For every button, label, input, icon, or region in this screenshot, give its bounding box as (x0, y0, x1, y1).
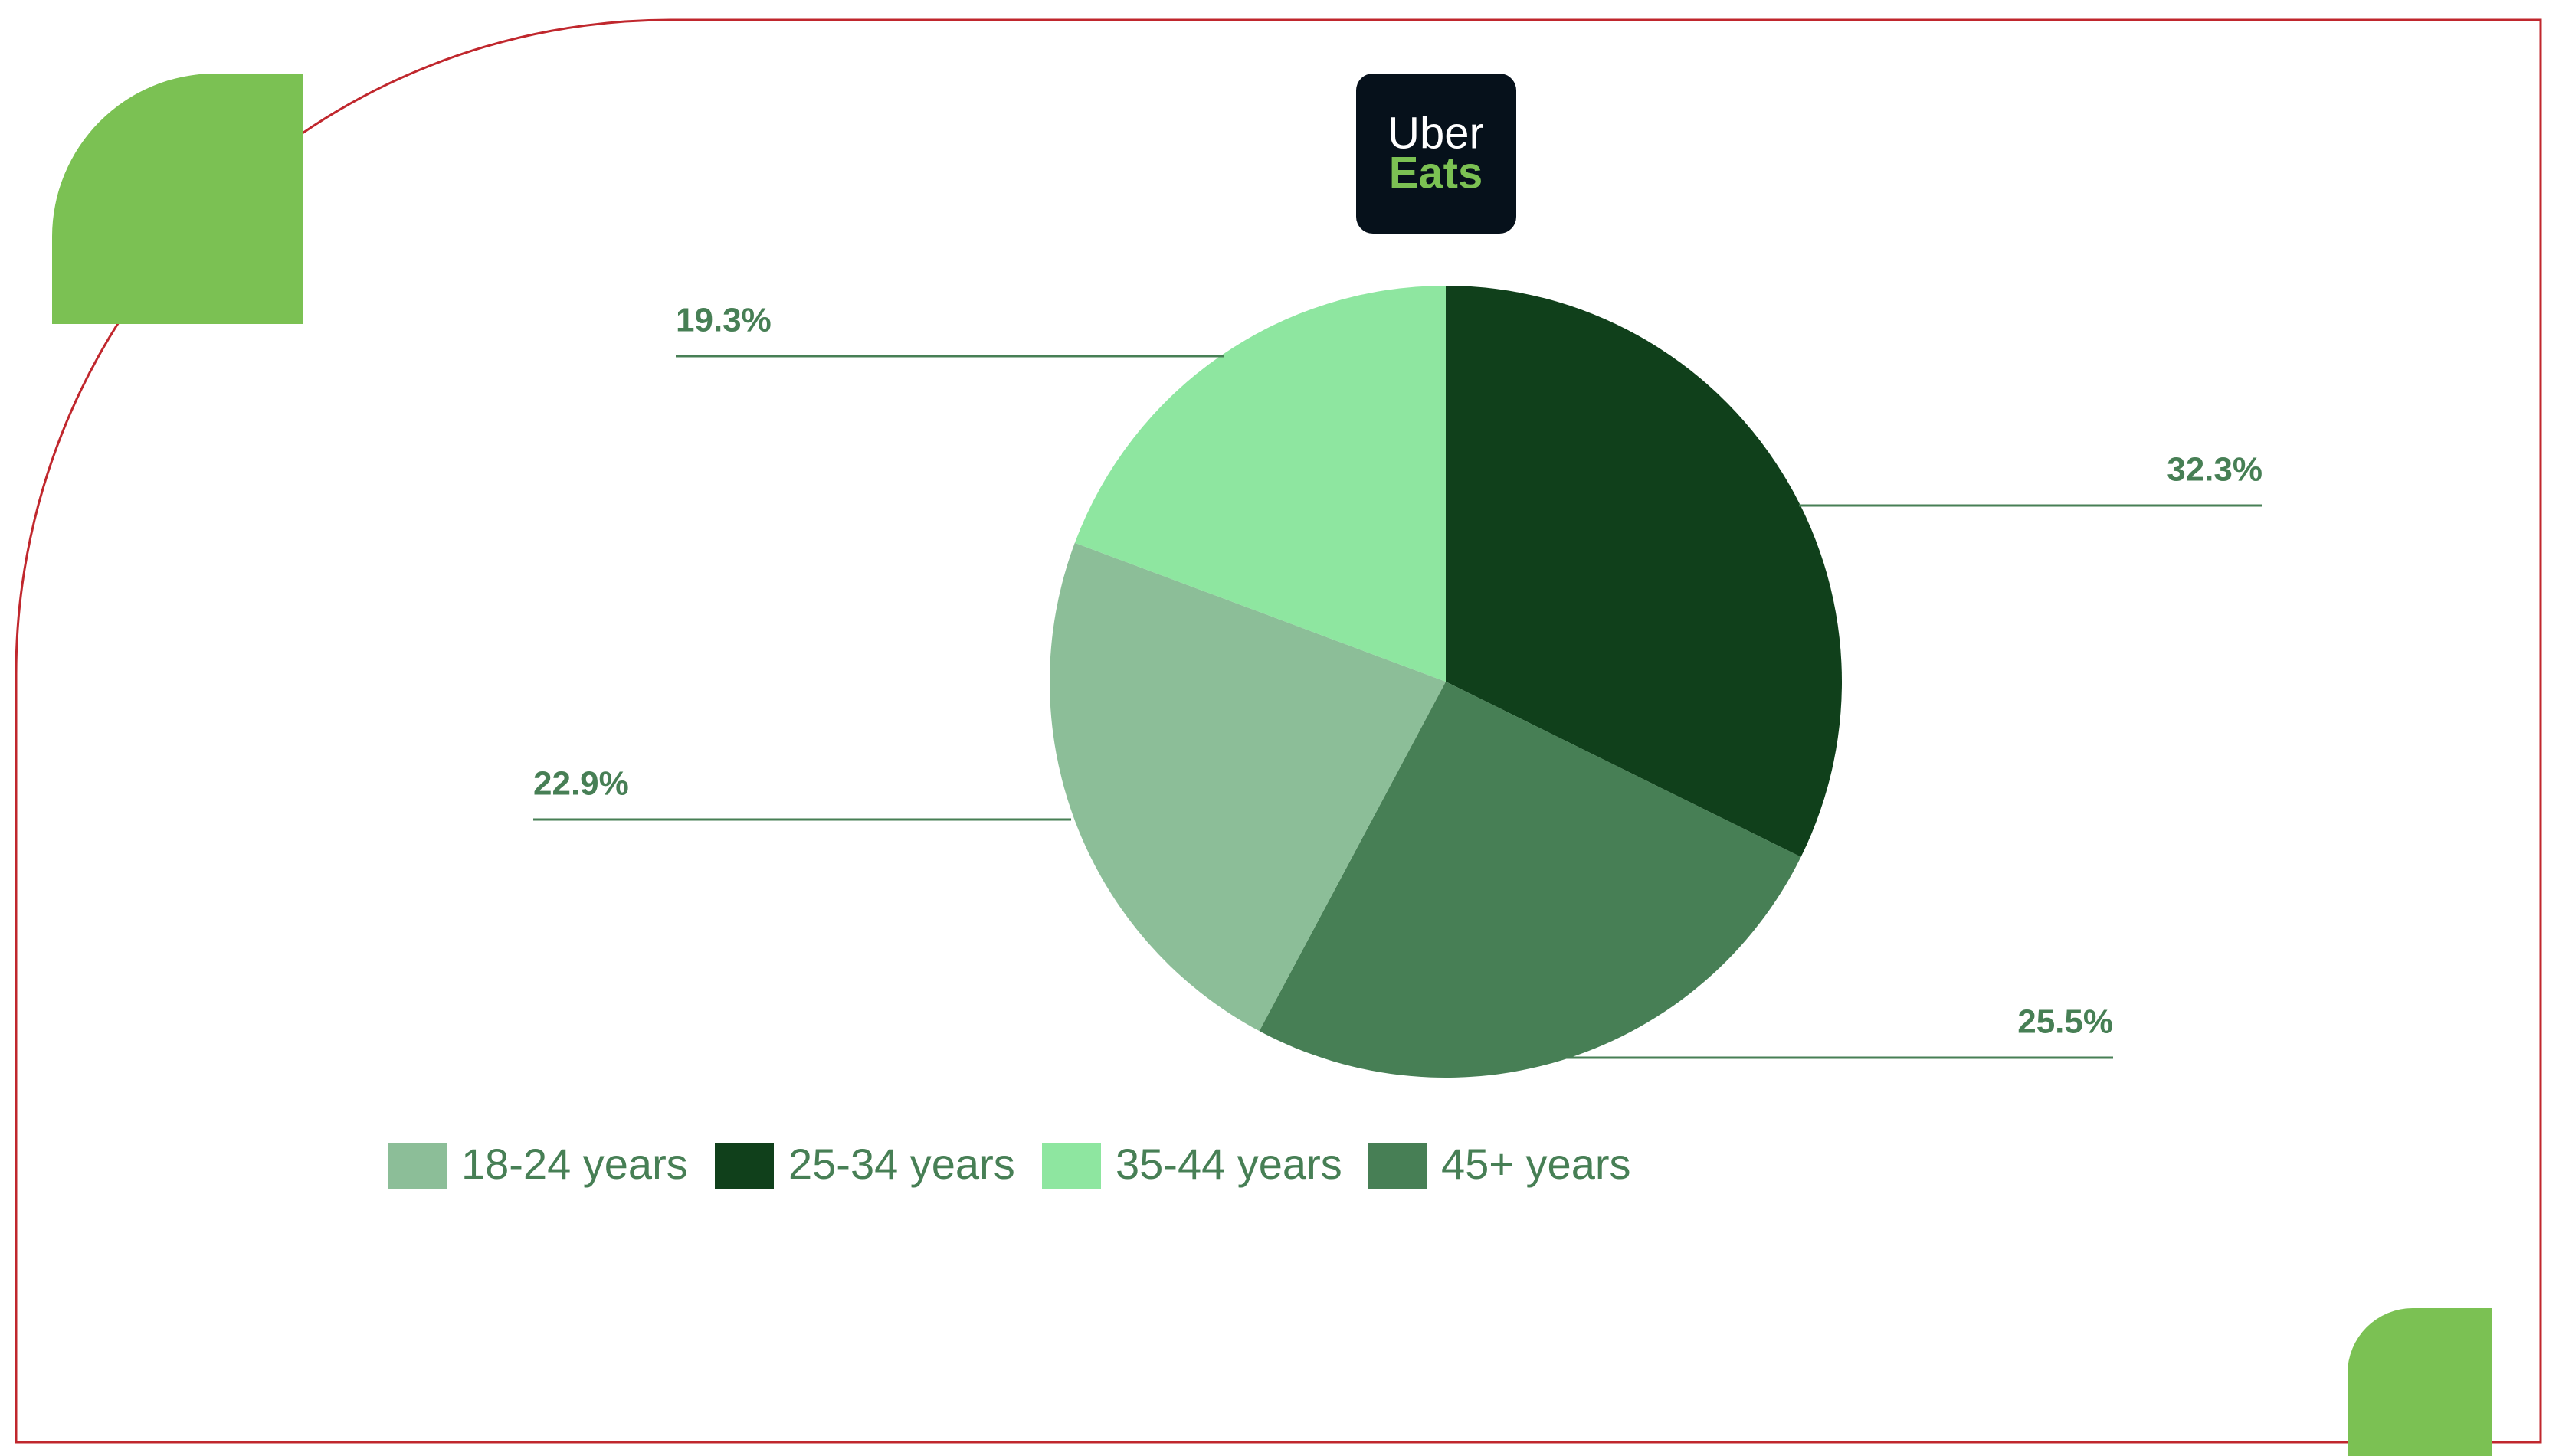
corner-decoration (2348, 1308, 2492, 1456)
legend-swatch (1368, 1143, 1427, 1189)
data-label: 32.3% (2167, 451, 2262, 489)
legend-label: 35-44 years (1116, 1140, 1342, 1188)
logo: Uber Eats (1356, 74, 1516, 234)
pie-slice (1050, 542, 1446, 1032)
legend-label: 45+ years (1441, 1140, 1631, 1188)
legend-swatch (715, 1143, 774, 1189)
legend-swatch (388, 1143, 447, 1189)
data-label: 25.5% (2017, 1003, 2113, 1041)
legend-swatch (1042, 1143, 1101, 1189)
corner-decoration (52, 74, 303, 324)
logo-text: Uber (1388, 108, 1484, 158)
pie-slice (1074, 286, 1446, 682)
legend-label: 25-34 years (788, 1140, 1015, 1188)
pie-slice (1446, 286, 1842, 857)
pie-slice (1259, 682, 1801, 1078)
logo-background (1356, 74, 1516, 234)
chart: 22.9% 32.3% 19.3% 25.5% 18-24 years 25-34 yea… (388, 286, 2262, 1189)
data-label: 22.9% (533, 765, 629, 803)
legend-label: 18-24 years (461, 1140, 688, 1188)
data-label: 19.3% (676, 302, 772, 339)
logo-text: Eats (1389, 148, 1483, 198)
